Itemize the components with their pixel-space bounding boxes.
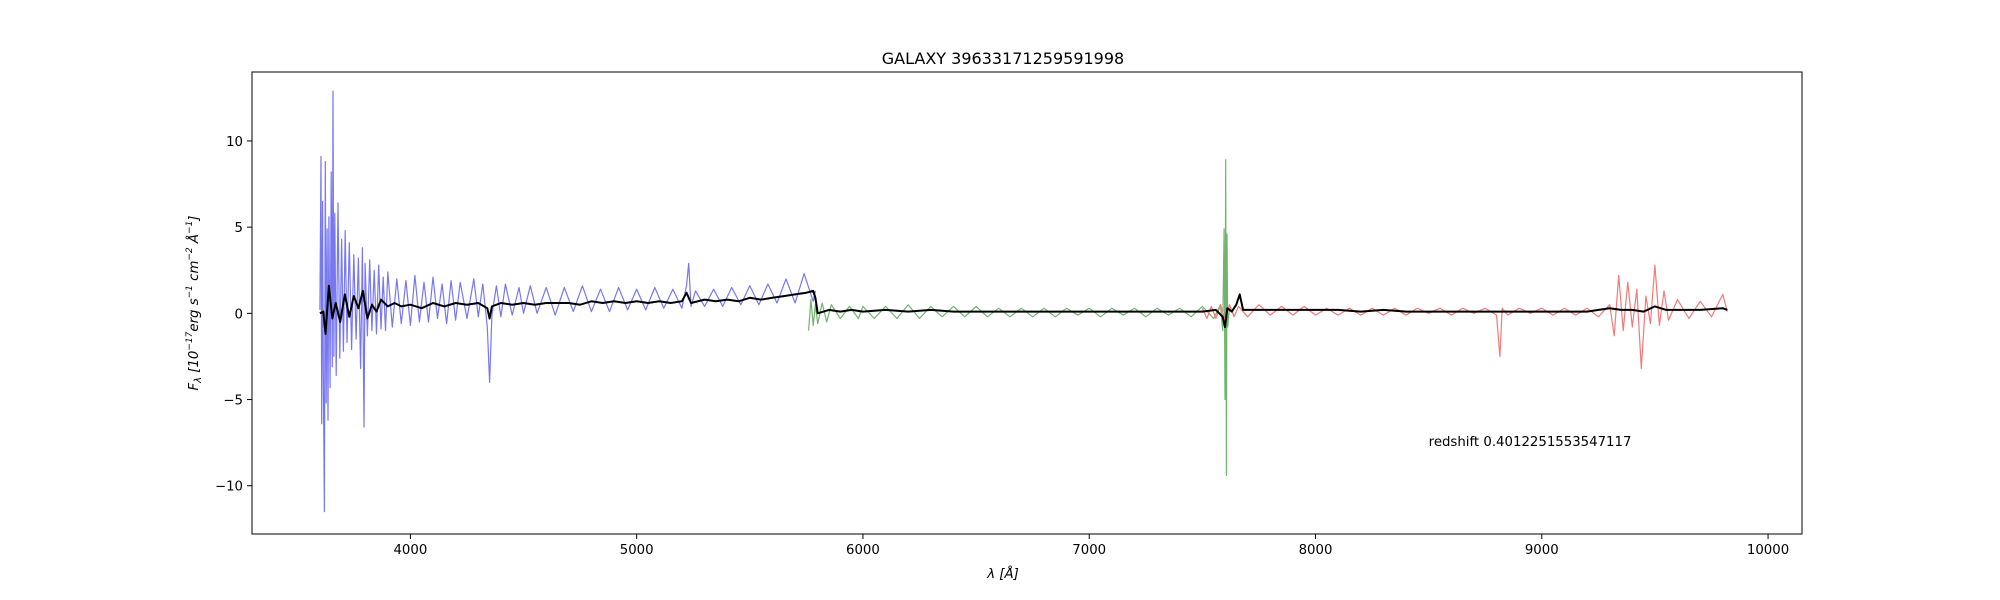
- y-tick-label: 10: [226, 135, 243, 150]
- y-axis-label: Fλ [10−17erg s−1 cm−2 Å−1]: [185, 215, 204, 390]
- series-line-smoothed: [319, 284, 1728, 335]
- chart-title: GALAXY 39633171259591998: [882, 49, 1124, 68]
- redshift-annotation: redshift 0.4012251553547117: [1429, 435, 1632, 450]
- x-tick-label: 6000: [846, 543, 880, 558]
- x-tick-label: 7000: [1072, 543, 1106, 558]
- plot-frame: [251, 71, 1803, 535]
- y-tick-label: −10: [215, 480, 243, 495]
- x-tick-label: 5000: [620, 543, 654, 558]
- x-tick-label: 10000: [1747, 543, 1789, 558]
- series-line-3: [1201, 264, 1728, 370]
- x-tick-label: 4000: [393, 543, 427, 558]
- x-axis-label: λ [Å]: [986, 565, 1019, 582]
- x-tick-label: 8000: [1299, 543, 1333, 558]
- y-tick-label: −5: [223, 394, 243, 409]
- y-axis-label-text: Fλ [10−17erg s−1 cm−2 Å−1]: [185, 215, 204, 390]
- x-tick-label: 9000: [1525, 543, 1559, 558]
- y-tick-label: 0: [235, 307, 243, 322]
- y-tick-label: 5: [235, 221, 243, 236]
- series-line-1: [319, 90, 816, 513]
